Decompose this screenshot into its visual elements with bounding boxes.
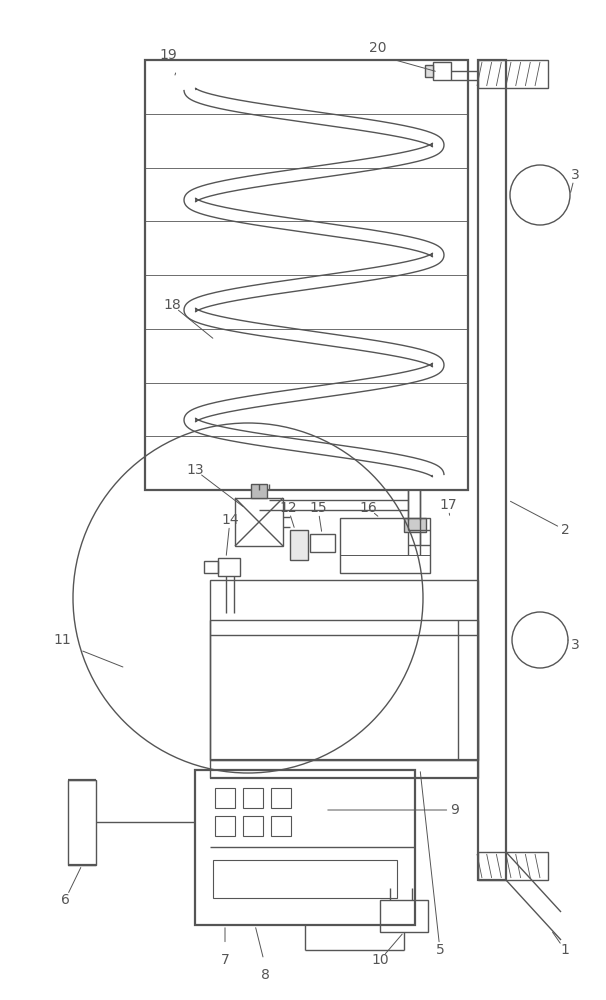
Text: 9: 9: [451, 803, 459, 817]
Text: 7: 7: [221, 953, 230, 967]
Bar: [271, 788, 291, 808]
Text: 17: 17: [439, 498, 457, 512]
Bar: [215, 788, 235, 808]
Bar: [204, 561, 218, 573]
Text: 3: 3: [571, 638, 579, 652]
Bar: [380, 900, 428, 932]
Bar: [340, 518, 430, 573]
Text: 13: 13: [186, 463, 204, 477]
Bar: [210, 580, 478, 760]
Bar: [218, 558, 240, 576]
Bar: [310, 534, 335, 552]
Bar: [290, 530, 308, 560]
Bar: [235, 498, 283, 546]
Bar: [195, 770, 415, 925]
Text: 16: 16: [359, 501, 377, 515]
Text: 12: 12: [279, 501, 297, 515]
Text: 5: 5: [436, 943, 444, 957]
Bar: [68, 780, 96, 865]
Bar: [478, 60, 506, 880]
Text: 20: 20: [369, 41, 387, 55]
Bar: [251, 484, 267, 498]
Text: 19: 19: [159, 48, 177, 62]
Bar: [478, 60, 548, 88]
Text: 11: 11: [53, 633, 71, 647]
Text: 18: 18: [163, 298, 181, 312]
Bar: [213, 860, 397, 898]
Bar: [243, 816, 263, 836]
Bar: [404, 518, 426, 532]
Bar: [271, 816, 291, 836]
Text: 2: 2: [561, 523, 570, 537]
Text: 10: 10: [371, 953, 389, 967]
Text: 6: 6: [61, 893, 70, 907]
Bar: [215, 816, 235, 836]
Bar: [478, 852, 548, 880]
Text: 1: 1: [561, 943, 570, 957]
Text: 3: 3: [571, 168, 579, 182]
Text: 15: 15: [309, 501, 327, 515]
Bar: [433, 62, 451, 80]
Bar: [425, 65, 433, 77]
Bar: [145, 60, 468, 490]
Text: 8: 8: [261, 968, 270, 982]
Text: 14: 14: [221, 513, 239, 527]
Bar: [243, 788, 263, 808]
